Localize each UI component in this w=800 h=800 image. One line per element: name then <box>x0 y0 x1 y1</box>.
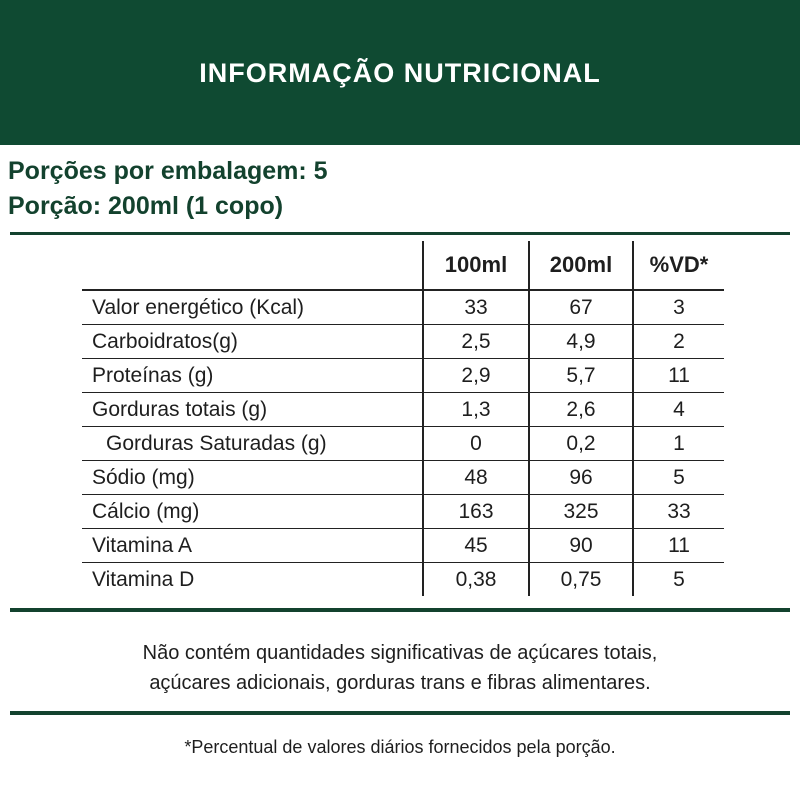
header-200ml: 200ml <box>529 241 634 290</box>
nutrition-table: 100ml 200ml %VD* Valor energético (Kcal)… <box>82 241 724 596</box>
value-vd: 11 <box>633 358 724 393</box>
value-100ml: 1,3 <box>422 392 530 427</box>
header-nutrient <box>82 241 423 290</box>
value-vd: 33 <box>633 494 724 529</box>
disclaimer-line-1: Não contém quantidades significativas de… <box>142 642 658 664</box>
nutrient-name: Valor energético (Kcal) <box>82 289 423 325</box>
value-vd: 2 <box>633 324 724 359</box>
value-100ml: 2,5 <box>422 324 530 359</box>
table-row: Cálcio (mg) 163 325 33 <box>82 494 724 529</box>
divider-bottom <box>10 711 790 715</box>
value-vd: 5 <box>633 460 724 495</box>
table-row: Proteínas (g) 2,9 5,7 11 <box>82 358 724 393</box>
table-row: Vitamina A 45 90 11 <box>82 528 724 563</box>
nutrient-name: Sódio (mg) <box>82 460 423 495</box>
nutrient-name: Gorduras totais (g) <box>82 392 423 427</box>
value-200ml: 2,6 <box>529 392 634 427</box>
table-header-row: 100ml 200ml %VD* <box>82 241 724 290</box>
table-row: Gorduras totais (g) 1,3 2,6 4 <box>82 392 724 427</box>
value-200ml: 67 <box>529 289 634 325</box>
title-banner: INFORMAÇÃO NUTRICIONAL <box>0 0 800 145</box>
disclaimer-line-2: açúcares adicionais, gorduras trans e fi… <box>149 672 651 694</box>
nutrient-name: Proteínas (g) <box>82 358 423 393</box>
table-row: Valor energético (Kcal) 33 67 3 <box>82 289 724 325</box>
value-100ml: 0,38 <box>422 562 530 596</box>
value-200ml: 0,2 <box>529 426 634 461</box>
nutrient-name: Gorduras Saturadas (g) <box>82 426 423 461</box>
nutrient-name: Vitamina A <box>82 528 423 563</box>
value-vd: 4 <box>633 392 724 427</box>
value-100ml: 2,9 <box>422 358 530 393</box>
value-200ml: 96 <box>529 460 634 495</box>
header-vd: %VD* <box>649 252 709 277</box>
servings-per-package: Porções por embalagem: 5 <box>8 157 328 185</box>
value-200ml: 0,75 <box>529 562 634 596</box>
value-200ml: 90 <box>529 528 634 563</box>
table-row: Sódio (mg) 48 96 5 <box>82 460 724 495</box>
value-200ml: 325 <box>529 494 634 529</box>
value-vd: 1 <box>633 426 724 461</box>
table-row: Gorduras Saturadas (g) 0 0,2 1 <box>82 426 724 461</box>
divider-top <box>10 232 790 235</box>
header-100ml: 100ml <box>422 241 530 290</box>
value-100ml: 163 <box>422 494 530 529</box>
page-title: INFORMAÇÃO NUTRICIONAL <box>199 58 601 88</box>
value-200ml: 4,9 <box>529 324 634 359</box>
serving-size: Porção: 200ml (1 copo) <box>8 192 284 220</box>
value-vd: 5 <box>633 562 724 596</box>
footnote: *Percentual de valores diários fornecido… <box>184 737 616 757</box>
table-row: Vitamina D 0,38 0,75 5 <box>82 562 724 596</box>
value-vd: 3 <box>633 289 724 325</box>
divider-middle <box>10 608 790 612</box>
value-100ml: 45 <box>422 528 530 563</box>
nutrient-name: Carboidratos(g) <box>82 324 423 359</box>
disclaimer-note: Não contém quantidades significativas de… <box>0 638 800 698</box>
table-row: Carboidratos(g) 2,5 4,9 2 <box>82 324 724 359</box>
value-200ml: 5,7 <box>529 358 634 393</box>
value-vd: 11 <box>633 528 724 563</box>
value-100ml: 0 <box>422 426 530 461</box>
nutrient-name: Cálcio (mg) <box>82 494 423 529</box>
value-100ml: 33 <box>422 289 530 325</box>
nutrient-name: Vitamina D <box>82 562 423 596</box>
value-100ml: 48 <box>422 460 530 495</box>
